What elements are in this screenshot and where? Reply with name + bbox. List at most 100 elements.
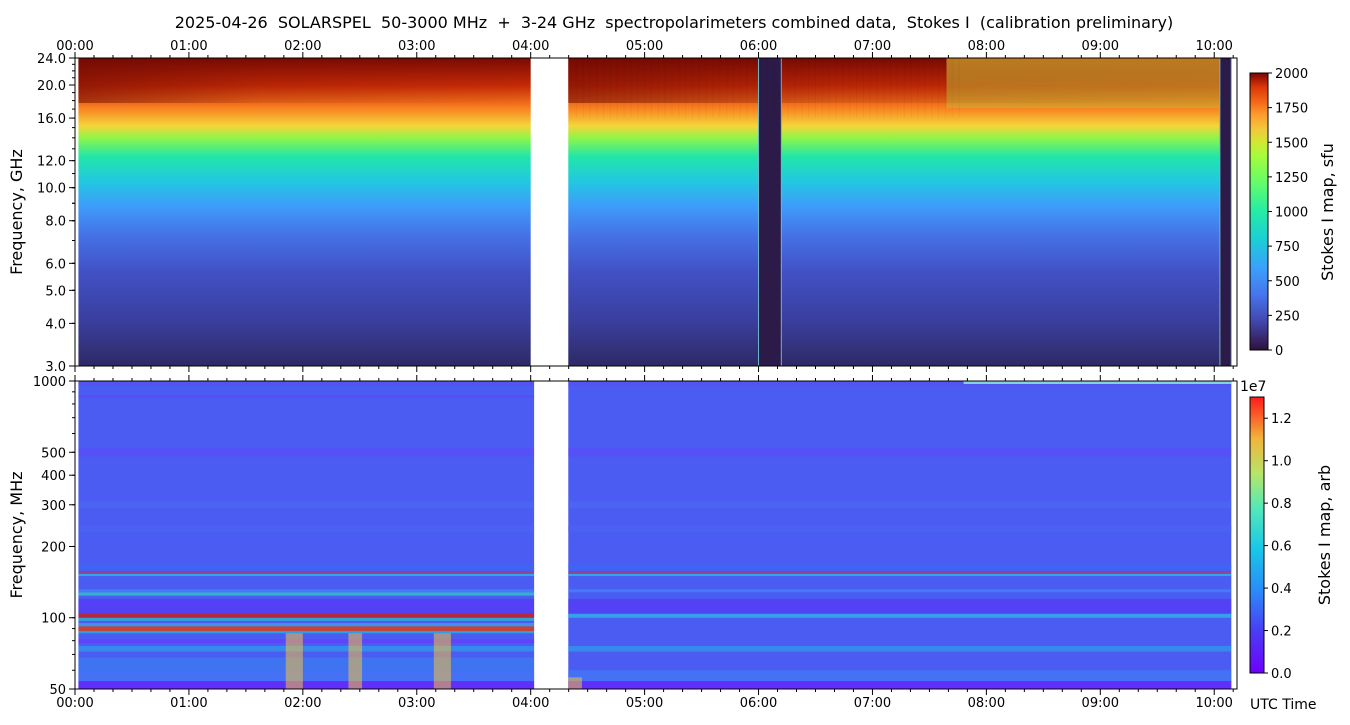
frequency-band [568,670,1232,682]
frequency-band [78,623,535,627]
colorbar-tick-label: 0.4 [1271,582,1292,597]
x-tick-label: 02:00 [284,696,321,711]
x-tick-label: 09:00 [1082,696,1119,711]
bottom-heatmap [78,381,1232,689]
top-y-axis-label: Frequency, GHz [7,149,26,275]
top-colorbar-label: Stokes I map, sfu [1318,143,1337,281]
top-panel: 3.0 4.0 5.0 6.0 8.0 10.0 12.0 16.0 20.0 24.0 00:0… [7,39,1238,375]
frequency-band [78,670,535,682]
top-colorbar-gradient [1249,72,1269,351]
colorbar-tick-label: 2000 [1275,67,1308,82]
bottom-plot-frame [74,380,1238,690]
colorbar-tick-label: 250 [1275,309,1300,324]
low-intensity-band [1219,58,1232,366]
top-x-axis: 00:00 01:00 02:00 03:00 04:00 05:00 06:00 07:00… [56,39,1234,372]
frequency-band [78,574,535,577]
frequency-band [78,626,535,631]
x-tick-label: 00:00 [56,39,93,54]
x-tick-label: 10:00 [1195,39,1232,54]
colorbar-tick-label: 500 [1275,275,1300,290]
frequency-band [568,571,1232,573]
y-tick-label: 1000 [33,375,66,390]
colorbar-tick-label: 0.2 [1271,625,1292,640]
y-tick-label: 5.0 [45,284,66,299]
frequency-band [78,657,535,671]
top-heatmap-segment [568,58,1232,366]
x-tick-label: 05:00 [626,39,663,54]
y-tick-label: 12.0 [37,155,66,170]
y-tick-label: 16.0 [37,112,66,127]
frequency-band [78,571,535,573]
x-tick-label: 07:00 [854,39,891,54]
y-tick-label: 500 [41,446,66,461]
y-tick-label: 300 [41,499,66,514]
frequency-band [568,574,1232,577]
colorbar-tick-label: 1750 [1275,102,1308,117]
x-tick-label: 07:00 [854,696,891,711]
bottom-heatmap-segment [568,381,1232,689]
x-tick-label: 08:00 [968,696,1005,711]
frequency-band [78,448,535,457]
bright-strip [963,381,1232,384]
colorbar-tick-label: 1.2 [1271,412,1292,427]
y-tick-label: 100 [41,612,66,627]
frequency-band [78,598,535,614]
frequency-band [568,501,1232,509]
colorbar-tick-label: 1.0 [1271,455,1292,470]
colorbar-tick-label: 0 [1275,344,1283,359]
burst-patch [433,633,451,689]
y-tick-label: 24.0 [37,52,66,67]
low-intensity-band [758,58,782,366]
y-tick-label: 200 [41,540,66,555]
frequency-band [568,448,1232,457]
top-heatmap-segment [78,58,531,366]
bottom-x-axis: 00:00 01:00 02:00 03:00 04:00 05:00 06:00 07:00… [56,375,1234,711]
frequency-band [78,564,535,570]
x-tick-label: 04:00 [512,39,549,54]
top-plot-frame [74,57,1238,367]
bottom-colorbar: 1e7 Stokes I map, arb 0.0 0.2 0.4 0.6 0.8 1.0… [1240,379,1334,682]
colorbar-tick-label: 1250 [1275,171,1308,186]
x-tick-label: 01:00 [170,39,207,54]
x-tick-label: 10:00 [1195,696,1232,711]
frequency-band [78,630,535,634]
bottom-heatmap-segment [78,381,535,689]
frequency-band [78,617,535,621]
x-tick-label: 00:00 [56,696,93,711]
frequency-band [78,645,535,652]
colorbar-tick-label: 0.8 [1271,497,1292,512]
utc-time-label: UTC Time [1250,697,1316,713]
x-tick-label: 01:00 [170,696,207,711]
frequency-band [78,681,535,689]
frequency-band [78,639,535,644]
frequency-band [568,645,1232,652]
frequency-band [568,589,1232,593]
frequency-band [568,598,1232,614]
bottom-y-axis-label: Frequency, MHz [7,471,26,598]
bottom-panel: 50 100 200 300 400 500 1000 00:00 01:00 02:00 03:… [7,375,1316,713]
frequency-band [78,501,535,509]
frequency-band [568,613,1232,618]
frequency-band [568,564,1232,570]
colorbar-tick-label: 1500 [1275,136,1308,151]
top-y-axis: 3.0 4.0 5.0 6.0 8.0 10.0 12.0 16.0 20.0 24.0 [37,52,75,375]
frequency-band [78,589,535,593]
burst-patch [285,633,303,689]
frequency-band [78,613,535,618]
y-tick-label: 4.0 [45,317,66,332]
x-tick-label: 06:00 [740,39,777,54]
frequency-band [568,381,1232,387]
y-tick-label: 400 [41,469,66,484]
y-tick-label: 20.0 [37,79,66,94]
x-tick-label: 05:00 [626,696,663,711]
burst-patch [568,677,582,689]
top-heatmap-hot-band [78,58,531,103]
burst-patch [348,633,363,689]
frequency-band [78,592,535,596]
x-tick-label: 06:00 [740,696,777,711]
y-tick-label: 50 [49,683,66,698]
frequency-band [78,381,535,387]
colorbar-tick-label: 0.0 [1271,667,1292,682]
figure-title: 2025-04-26 SOLARSPEL 50-3000 MHz + 3-24 … [175,13,1174,32]
